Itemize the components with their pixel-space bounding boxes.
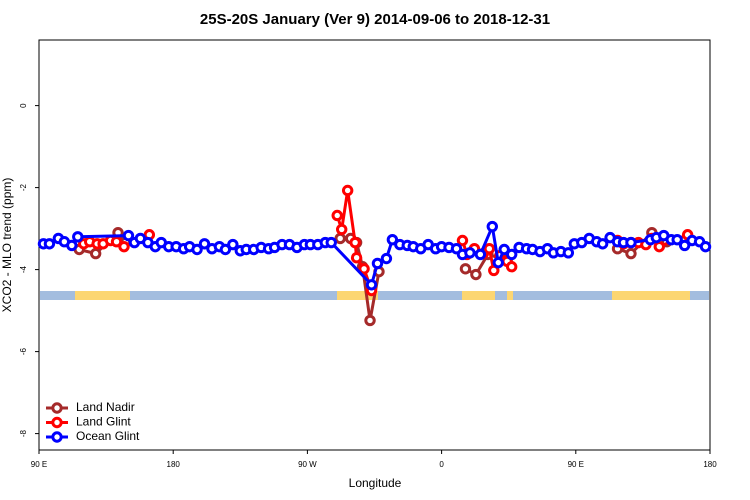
legend-marker xyxy=(51,416,63,429)
data-point xyxy=(325,236,337,249)
data-point xyxy=(596,238,609,250)
data-point xyxy=(371,257,384,270)
data-point xyxy=(625,247,637,260)
y-axis-label: XCO2 - MLO trend (ppm) xyxy=(0,178,14,313)
data-point xyxy=(110,236,123,248)
legend-label: Land Glint xyxy=(76,415,131,429)
data-point xyxy=(331,209,343,222)
data-point xyxy=(219,243,232,256)
x-tick-label: 0 xyxy=(439,460,444,469)
data-point xyxy=(198,238,211,250)
data-point xyxy=(699,240,712,253)
x-tick-label: 90 E xyxy=(568,460,584,469)
legend-marker xyxy=(51,431,63,443)
data-point xyxy=(365,279,378,291)
data-point xyxy=(341,184,354,197)
data-point xyxy=(349,236,361,249)
data-point xyxy=(380,252,393,265)
x-tick-label: 180 xyxy=(167,460,181,469)
data-point xyxy=(498,243,510,256)
plot-frame xyxy=(38,39,711,451)
data-point xyxy=(122,229,135,242)
data-point xyxy=(486,220,498,233)
legend-label: Land Nadir xyxy=(76,400,135,414)
data-point xyxy=(488,264,500,277)
y-tick-label: -2 xyxy=(19,183,28,191)
land-band xyxy=(75,291,130,300)
data-point xyxy=(474,248,487,261)
data-point xyxy=(625,236,637,249)
data-point xyxy=(386,233,399,246)
data-point xyxy=(350,252,363,264)
chart-title: 25S-20S January (Ver 9) 2014-09-06 to 20… xyxy=(200,11,550,28)
data-point xyxy=(678,239,691,252)
land-band xyxy=(462,291,495,300)
data-point xyxy=(72,231,84,243)
land-band xyxy=(507,291,513,300)
data-point xyxy=(505,261,518,273)
y-tick-label: -8 xyxy=(19,429,28,437)
data-point xyxy=(456,234,469,247)
data-point xyxy=(505,248,518,261)
x-tick-label: 180 xyxy=(703,460,717,469)
x-tick-label: 90 W xyxy=(298,460,317,469)
data-point xyxy=(89,247,102,260)
data-point xyxy=(66,239,78,252)
data-point xyxy=(358,263,370,275)
data-point xyxy=(671,233,683,246)
x-axis-label: Longitude xyxy=(349,476,402,490)
data-point xyxy=(459,263,472,275)
data-point xyxy=(492,256,504,269)
data-point xyxy=(43,238,56,250)
data-point xyxy=(335,223,348,236)
data-point xyxy=(653,240,666,253)
data-point xyxy=(334,232,346,245)
data-point xyxy=(227,238,239,251)
legend-marker xyxy=(51,402,63,414)
legend-label: Ocean Glint xyxy=(76,429,140,443)
y-tick-label: 0 xyxy=(19,103,28,108)
x-tick-label: 90 E xyxy=(31,460,47,469)
data-point xyxy=(470,268,482,281)
land-band xyxy=(337,291,378,300)
y-tick-label: -6 xyxy=(19,347,28,355)
y-tick-label: -4 xyxy=(19,265,28,273)
data-point xyxy=(191,243,203,256)
data-point xyxy=(118,240,130,253)
data-point xyxy=(483,242,496,255)
data-point xyxy=(464,247,476,259)
land-band xyxy=(612,291,690,300)
data-point xyxy=(562,247,575,259)
data-point xyxy=(364,314,376,327)
